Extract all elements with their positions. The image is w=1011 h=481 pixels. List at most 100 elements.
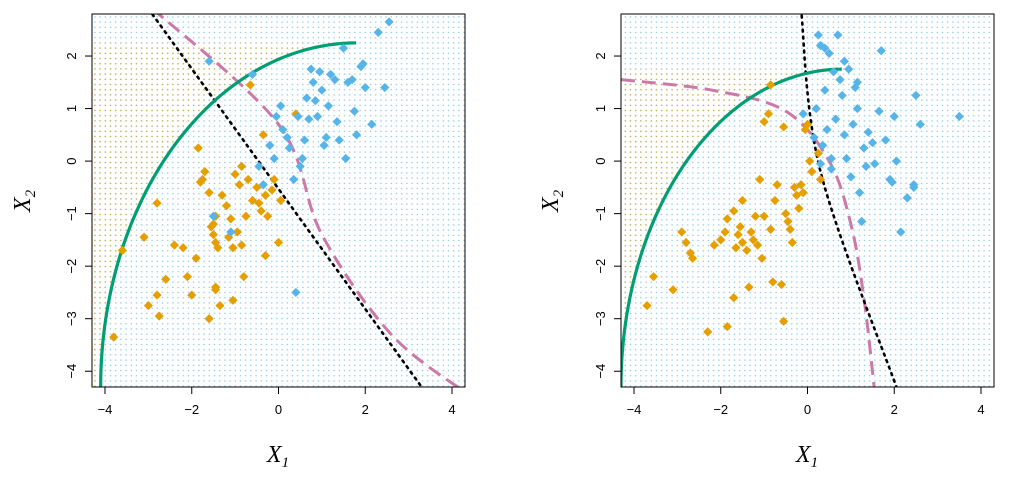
orange-point — [733, 230, 743, 240]
orange-point — [742, 245, 752, 256]
y-tick-label: −2 — [64, 259, 79, 274]
orange-point — [729, 206, 739, 216]
dashed-boundary — [621, 78, 876, 387]
orange-point — [191, 253, 201, 263]
blue-point — [828, 67, 839, 77]
orange-point — [234, 180, 245, 190]
blue-point — [880, 135, 891, 145]
blue-point — [854, 188, 865, 198]
solid-boundary — [99, 41, 357, 387]
orange-point — [763, 109, 774, 119]
orange-point — [182, 272, 193, 282]
orange-point — [787, 237, 797, 248]
y-tick-label: 1 — [64, 105, 79, 112]
orange-point — [243, 174, 253, 185]
region-orange — [92, 42, 357, 387]
orange-point — [260, 190, 271, 200]
orange-point — [785, 224, 795, 234]
orange-point — [716, 235, 726, 245]
x-axis: −4 −2 0 2 4 — [627, 387, 985, 417]
blue-point — [302, 93, 312, 103]
blue-point — [276, 101, 286, 111]
blue-point — [798, 109, 808, 119]
orange-point — [722, 321, 732, 332]
orange-point — [117, 245, 127, 256]
orange-point — [273, 237, 284, 248]
blue-point — [204, 56, 214, 66]
blue-point — [284, 143, 294, 153]
blue-point — [826, 164, 836, 174]
y-axis: −4 −3 −2 −1 0 1 2 — [64, 52, 92, 379]
blue-point — [876, 46, 886, 56]
orange-point — [815, 174, 826, 185]
x-tick-label: 4 — [448, 402, 455, 417]
blue-point — [226, 227, 236, 237]
blue-point — [367, 119, 377, 129]
blue-point — [351, 130, 362, 140]
blue-point — [384, 17, 394, 27]
blue-point — [299, 135, 310, 145]
orange-point — [241, 211, 251, 221]
blue-point — [358, 59, 368, 69]
orange-point — [254, 198, 264, 208]
orange-point — [269, 174, 279, 185]
orange-point — [197, 174, 208, 185]
blue-point — [848, 119, 858, 129]
blue-point — [254, 161, 264, 171]
blue-point — [271, 111, 281, 122]
blue-point — [826, 153, 836, 164]
orange-point — [772, 180, 782, 190]
blue-point — [889, 111, 899, 122]
orange-point — [232, 227, 242, 237]
orange-point — [798, 188, 808, 198]
blue-point — [269, 153, 279, 164]
orange-point — [204, 188, 214, 198]
orange-point — [779, 316, 789, 326]
blue-point — [306, 64, 316, 74]
orange-point — [200, 167, 210, 177]
orange-point — [260, 251, 271, 261]
orange-point — [759, 211, 769, 221]
y-axis-title: X2 — [10, 189, 39, 213]
blue-point — [247, 69, 258, 80]
orange-point — [685, 248, 695, 258]
orange-point — [759, 117, 769, 127]
blue-point — [338, 43, 349, 53]
orange-point — [768, 277, 778, 287]
blue-point — [870, 159, 880, 169]
blue-point — [839, 130, 849, 140]
blue-point — [319, 140, 329, 150]
x-tick-label: 0 — [804, 402, 811, 417]
orange-point — [154, 311, 164, 321]
orange-point — [228, 295, 238, 305]
orange-point — [245, 80, 255, 90]
blue-point — [835, 75, 845, 85]
orange-point — [807, 167, 817, 177]
orange-point — [668, 285, 678, 295]
blue-point — [839, 56, 849, 66]
blue-point — [347, 75, 357, 85]
blue-point — [844, 64, 854, 74]
blue-point — [841, 153, 852, 164]
blue-point — [341, 153, 351, 164]
blue-point — [312, 111, 323, 122]
blue-point — [310, 96, 320, 106]
blue-point — [208, 211, 219, 221]
orange-point — [709, 240, 719, 250]
orange-point — [230, 169, 240, 179]
blue-point — [911, 90, 921, 101]
blue-point — [295, 161, 305, 171]
blue-point — [325, 69, 336, 80]
y-tick-label: −4 — [64, 364, 79, 379]
blue-point — [820, 85, 830, 95]
orange-point — [152, 290, 162, 300]
orange-point — [152, 198, 162, 208]
blue-point — [321, 132, 331, 143]
orange-point — [755, 174, 765, 185]
blue-point — [297, 153, 307, 164]
orange-point — [239, 272, 249, 282]
blue-point — [824, 48, 834, 59]
blue-point — [820, 43, 830, 53]
blue-point — [846, 172, 856, 182]
